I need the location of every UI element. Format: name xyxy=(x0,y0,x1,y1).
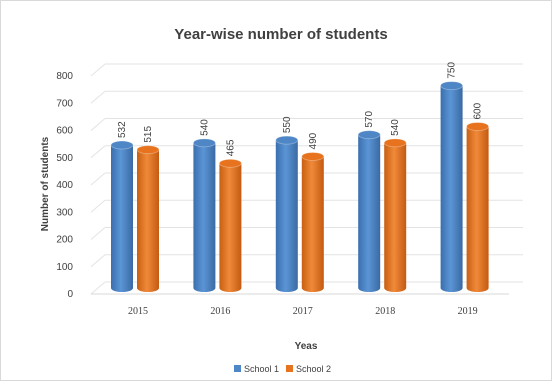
bar-body xyxy=(384,142,407,292)
bar-layer xyxy=(110,81,490,292)
bar-top xyxy=(440,81,464,91)
bar-school-2-2016 xyxy=(218,158,242,292)
data-label: 465 xyxy=(225,139,236,156)
bar-body xyxy=(193,142,216,292)
gridline-depth xyxy=(90,63,106,77)
legend-item-school-2: School 2 xyxy=(286,364,331,374)
data-label-layer: 532 515 540 465 550 490 570 540 750 600 xyxy=(117,62,484,157)
bar-body xyxy=(111,145,133,292)
x-tick-label: 2017 xyxy=(293,306,313,317)
y-tick-label: 800 xyxy=(56,71,73,82)
bar-body xyxy=(440,85,463,292)
gridline-depth xyxy=(90,281,106,295)
x-tick-label: 2019 xyxy=(458,306,478,317)
bar-top xyxy=(136,145,160,155)
bar-body xyxy=(466,126,489,292)
y-tick-label: 100 xyxy=(56,262,73,273)
bar-body xyxy=(275,140,298,292)
bar-top xyxy=(218,158,242,168)
bar-school-2-2019 xyxy=(466,122,490,292)
x-tick-label: 2015 xyxy=(128,306,148,317)
y-tick-label: 600 xyxy=(56,126,73,137)
bar-body xyxy=(219,163,242,292)
bar-top xyxy=(275,135,299,145)
bar-top xyxy=(110,140,134,150)
data-label: 540 xyxy=(390,119,401,136)
data-label: 550 xyxy=(282,116,293,133)
x-tick-label: 2016 xyxy=(210,306,230,317)
gridline-depth xyxy=(90,172,106,186)
gridline-depth xyxy=(90,118,106,131)
data-label: 570 xyxy=(364,111,375,128)
legend-label: School 1 xyxy=(244,364,279,374)
bar-top xyxy=(383,138,407,148)
data-label: 600 xyxy=(473,102,484,119)
bar-school-2-2017 xyxy=(301,152,325,292)
y-axis-label: Number of students xyxy=(40,136,51,231)
legend-swatch xyxy=(234,365,241,372)
y-tick-label: 500 xyxy=(56,153,73,164)
data-label: 532 xyxy=(117,121,128,138)
legend-item-school-1: School 1 xyxy=(234,364,279,374)
gridline-depth xyxy=(90,145,106,159)
data-label: 750 xyxy=(447,62,458,79)
y-tick-label: 400 xyxy=(56,180,73,191)
y-tick-label: 700 xyxy=(56,98,73,109)
y-tick-label: 300 xyxy=(56,207,73,218)
x-tick-label: 2018 xyxy=(375,306,395,317)
bar-school-1-2019 xyxy=(440,81,464,292)
legend: School 1 School 2 xyxy=(234,364,331,374)
bar-school-1-2015 xyxy=(110,140,134,292)
data-label: 515 xyxy=(143,126,154,143)
bar-top xyxy=(357,130,381,140)
bar-top xyxy=(301,152,325,161)
bar-school-2-2015 xyxy=(136,145,160,292)
bar-school-1-2018 xyxy=(357,130,381,292)
bar-top xyxy=(466,122,490,131)
legend-label: School 2 xyxy=(296,364,331,374)
y-axis-ticks: 0 100 200 300 400 500 600 700 800 xyxy=(56,71,73,300)
bar-top xyxy=(192,138,216,148)
y-tick-label: 200 xyxy=(56,235,73,246)
x-axis-ticks: 2015 2016 2017 2018 2019 xyxy=(128,306,478,317)
x-axis-label: Yeas xyxy=(295,341,318,352)
bar-body xyxy=(358,134,381,292)
gridline-depth xyxy=(90,227,106,240)
gridline-depth xyxy=(90,199,106,213)
bar-body xyxy=(137,149,159,292)
bar-school-1-2016 xyxy=(192,138,216,292)
chart-title: Year-wise number of students xyxy=(174,26,387,43)
bar-school-2-2018 xyxy=(383,138,407,292)
data-label: 490 xyxy=(308,132,319,149)
y-tick-label: 0 xyxy=(67,289,73,300)
gridline-depth xyxy=(90,90,106,104)
bar-school-1-2017 xyxy=(275,135,299,292)
gridline-depth xyxy=(90,254,106,268)
legend-swatch xyxy=(286,365,293,372)
bar-body xyxy=(301,156,324,292)
data-label: 540 xyxy=(199,119,210,136)
